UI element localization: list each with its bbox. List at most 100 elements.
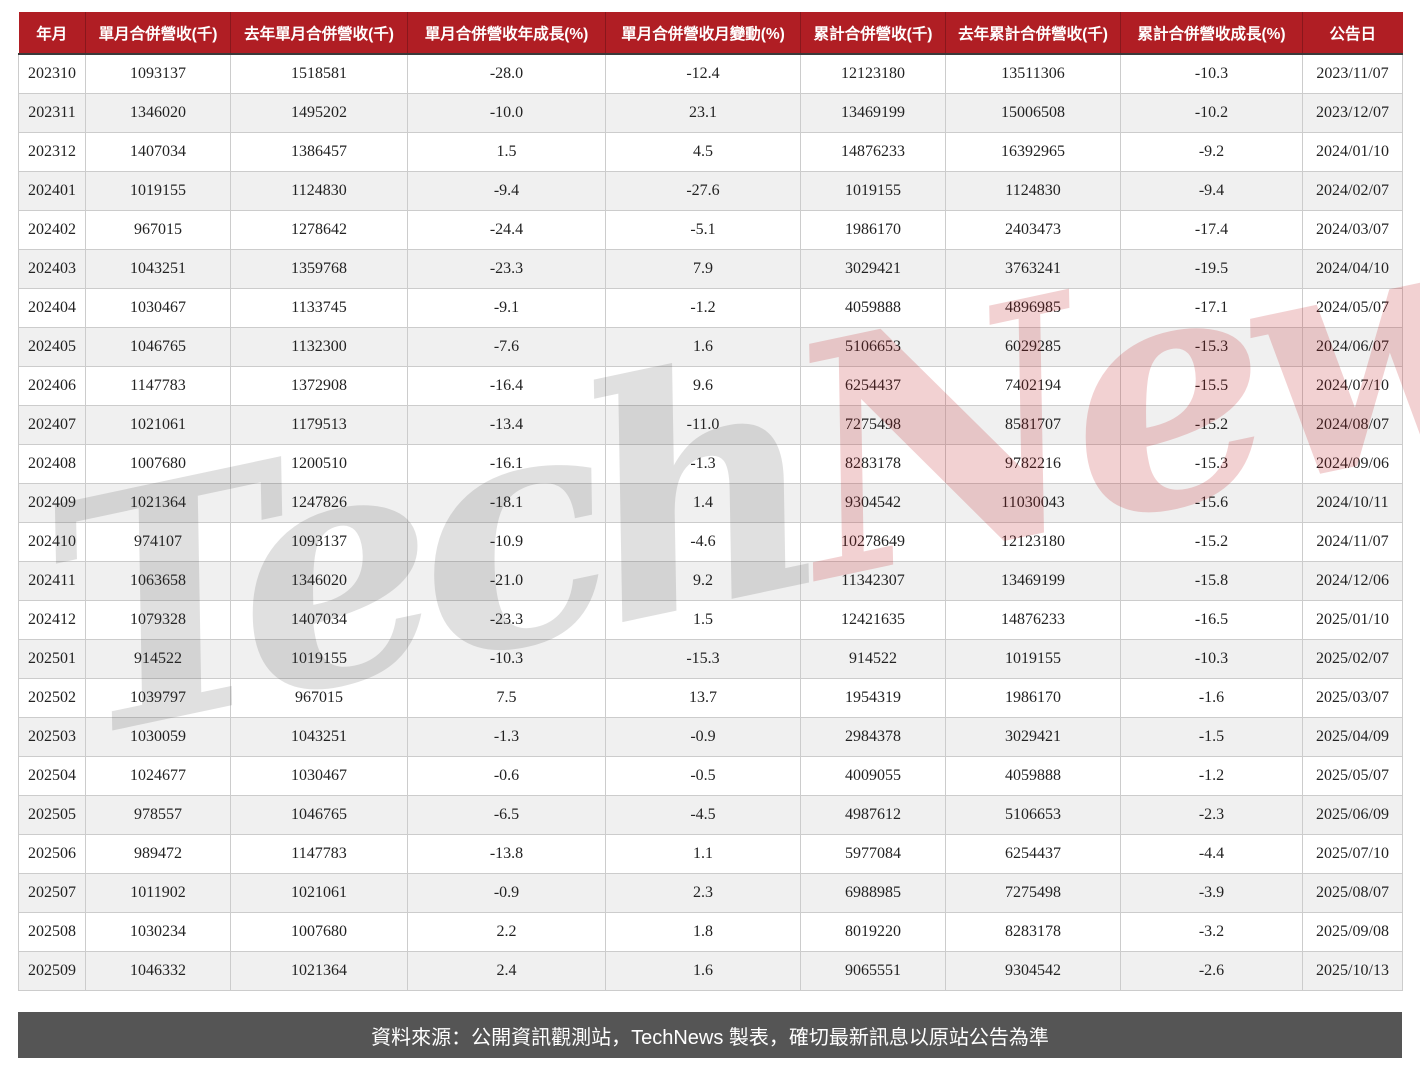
- cell: 7275498: [945, 873, 1121, 913]
- cell: 202411: [18, 561, 86, 601]
- cell: 1039797: [85, 678, 231, 718]
- cell: 2025/01/10: [1302, 600, 1403, 640]
- table-row: 202504 1024677 1030467 -0.6 -0.5 4009055 40598…: [18, 756, 1403, 796]
- table-row: 202410 974107 1093137 -10.9 -4.6 10278649 1212…: [18, 522, 1403, 562]
- table-row: 202507 1011902 1021061 -0.9 2.3 6988985 727549…: [18, 873, 1403, 913]
- cell: -4.6: [605, 522, 801, 562]
- cell: 1021364: [230, 951, 408, 991]
- cell: 1147783: [230, 834, 408, 874]
- cell: -15.3: [605, 639, 801, 679]
- cell: -15.8: [1120, 561, 1303, 601]
- cell: 9.6: [605, 366, 801, 406]
- cell: 2025/08/07: [1302, 873, 1403, 913]
- cell: 202409: [18, 483, 86, 523]
- cell: 2024/09/06: [1302, 444, 1403, 484]
- cell: 4896985: [945, 288, 1121, 328]
- cell: 1030467: [85, 288, 231, 328]
- cell: 202407: [18, 405, 86, 445]
- cell: 1021061: [230, 873, 408, 913]
- cell: 1495202: [230, 93, 408, 133]
- cell: 2024/03/07: [1302, 210, 1403, 250]
- cell: -5.1: [605, 210, 801, 250]
- cell: -13.4: [407, 405, 606, 445]
- cell: 2024/01/10: [1302, 132, 1403, 172]
- cell: 1133745: [230, 288, 408, 328]
- table-row: 202501 914522 1019155 -10.3 -15.3 914522 10191…: [18, 639, 1403, 679]
- cell: -1.6: [1120, 678, 1303, 718]
- cell: 11030043: [945, 483, 1121, 523]
- cell: -1.5: [1120, 717, 1303, 757]
- source-footer-bar: 資料來源：公開資訊觀測站，TechNews 製表，確切最新訊息以原站公告為準: [18, 1012, 1402, 1058]
- cell: 10278649: [800, 522, 946, 562]
- cell: -10.2: [1120, 93, 1303, 133]
- cell: 1132300: [230, 327, 408, 367]
- cell: 13469199: [945, 561, 1121, 601]
- cell: -0.6: [407, 756, 606, 796]
- cell: 978557: [85, 795, 231, 835]
- header-cell: 去年單月合併營收(千): [230, 12, 408, 55]
- cell: -17.1: [1120, 288, 1303, 328]
- table-row: 202312 1407034 1386457 1.5 4.5 14876233 163929…: [18, 132, 1403, 172]
- cell: 4987612: [800, 795, 946, 835]
- cell: -10.0: [407, 93, 606, 133]
- table-row: 202503 1030059 1043251 -1.3 -0.9 2984378 30294…: [18, 717, 1403, 757]
- cell: -13.8: [407, 834, 606, 874]
- cell: -16.4: [407, 366, 606, 406]
- cell: 202311: [18, 93, 86, 133]
- cell: -1.3: [605, 444, 801, 484]
- cell: 974107: [85, 522, 231, 562]
- cell: 202508: [18, 912, 86, 952]
- cell: 1019155: [85, 171, 231, 211]
- cell: 1063658: [85, 561, 231, 601]
- cell: 1.4: [605, 483, 801, 523]
- cell: 1007680: [230, 912, 408, 952]
- cell: 4059888: [800, 288, 946, 328]
- cell: -15.2: [1120, 405, 1303, 445]
- cell: -15.5: [1120, 366, 1303, 406]
- cell: -23.3: [407, 600, 606, 640]
- cell: 1147783: [85, 366, 231, 406]
- cell: 202405: [18, 327, 86, 367]
- cell: 1021364: [85, 483, 231, 523]
- cell: 1030467: [230, 756, 408, 796]
- cell: 9782216: [945, 444, 1121, 484]
- cell: 6254437: [800, 366, 946, 406]
- table-row: 202506 989472 1147783 -13.8 1.1 5977084 625443…: [18, 834, 1403, 874]
- cell: -4.5: [605, 795, 801, 835]
- cell: 202501: [18, 639, 86, 679]
- cell: -6.5: [407, 795, 606, 835]
- cell: 202408: [18, 444, 86, 484]
- cell: 1007680: [85, 444, 231, 484]
- cell: -7.6: [407, 327, 606, 367]
- header-cell: 單月合併營收(千): [85, 12, 231, 55]
- cell: 2024/08/07: [1302, 405, 1403, 445]
- cell: 2024/12/06: [1302, 561, 1403, 601]
- cell: 9065551: [800, 951, 946, 991]
- header-row: 年月 單月合併營收(千) 去年單月合併營收(千) 單月合併營收年成長(%) 單月合併營收…: [18, 12, 1403, 55]
- cell: 1.1: [605, 834, 801, 874]
- cell: 202502: [18, 678, 86, 718]
- table-row: 202405 1046765 1132300 -7.6 1.6 5106653 602928…: [18, 327, 1403, 367]
- table-row: 202404 1030467 1133745 -9.1 -1.2 4059888 48969…: [18, 288, 1403, 328]
- cell: 1093137: [85, 53, 231, 94]
- table-row: 202502 1039797 967015 7.5 13.7 1954319 1986170…: [18, 678, 1403, 718]
- cell: 2024/02/07: [1302, 171, 1403, 211]
- cell: 2024/04/10: [1302, 249, 1403, 289]
- cell: 1986170: [800, 210, 946, 250]
- cell: 2024/10/11: [1302, 483, 1403, 523]
- cell: 1247826: [230, 483, 408, 523]
- cell: 7275498: [800, 405, 946, 445]
- cell: 967015: [85, 210, 231, 250]
- table-row: 202409 1021364 1247826 -18.1 1.4 9304542 11030…: [18, 483, 1403, 523]
- cell: 1021061: [85, 405, 231, 445]
- cell: -10.3: [407, 639, 606, 679]
- cell: 1043251: [230, 717, 408, 757]
- cell: 1046332: [85, 951, 231, 991]
- cell: 202402: [18, 210, 86, 250]
- cell: 1954319: [800, 678, 946, 718]
- source-note: 資料來源：公開資訊觀測站，TechNews 製表，確切最新訊息以原站公告為準: [371, 1026, 1049, 1049]
- cell: -23.3: [407, 249, 606, 289]
- cell: 9304542: [800, 483, 946, 523]
- cell: 7.5: [407, 678, 606, 718]
- cell: 2024/05/07: [1302, 288, 1403, 328]
